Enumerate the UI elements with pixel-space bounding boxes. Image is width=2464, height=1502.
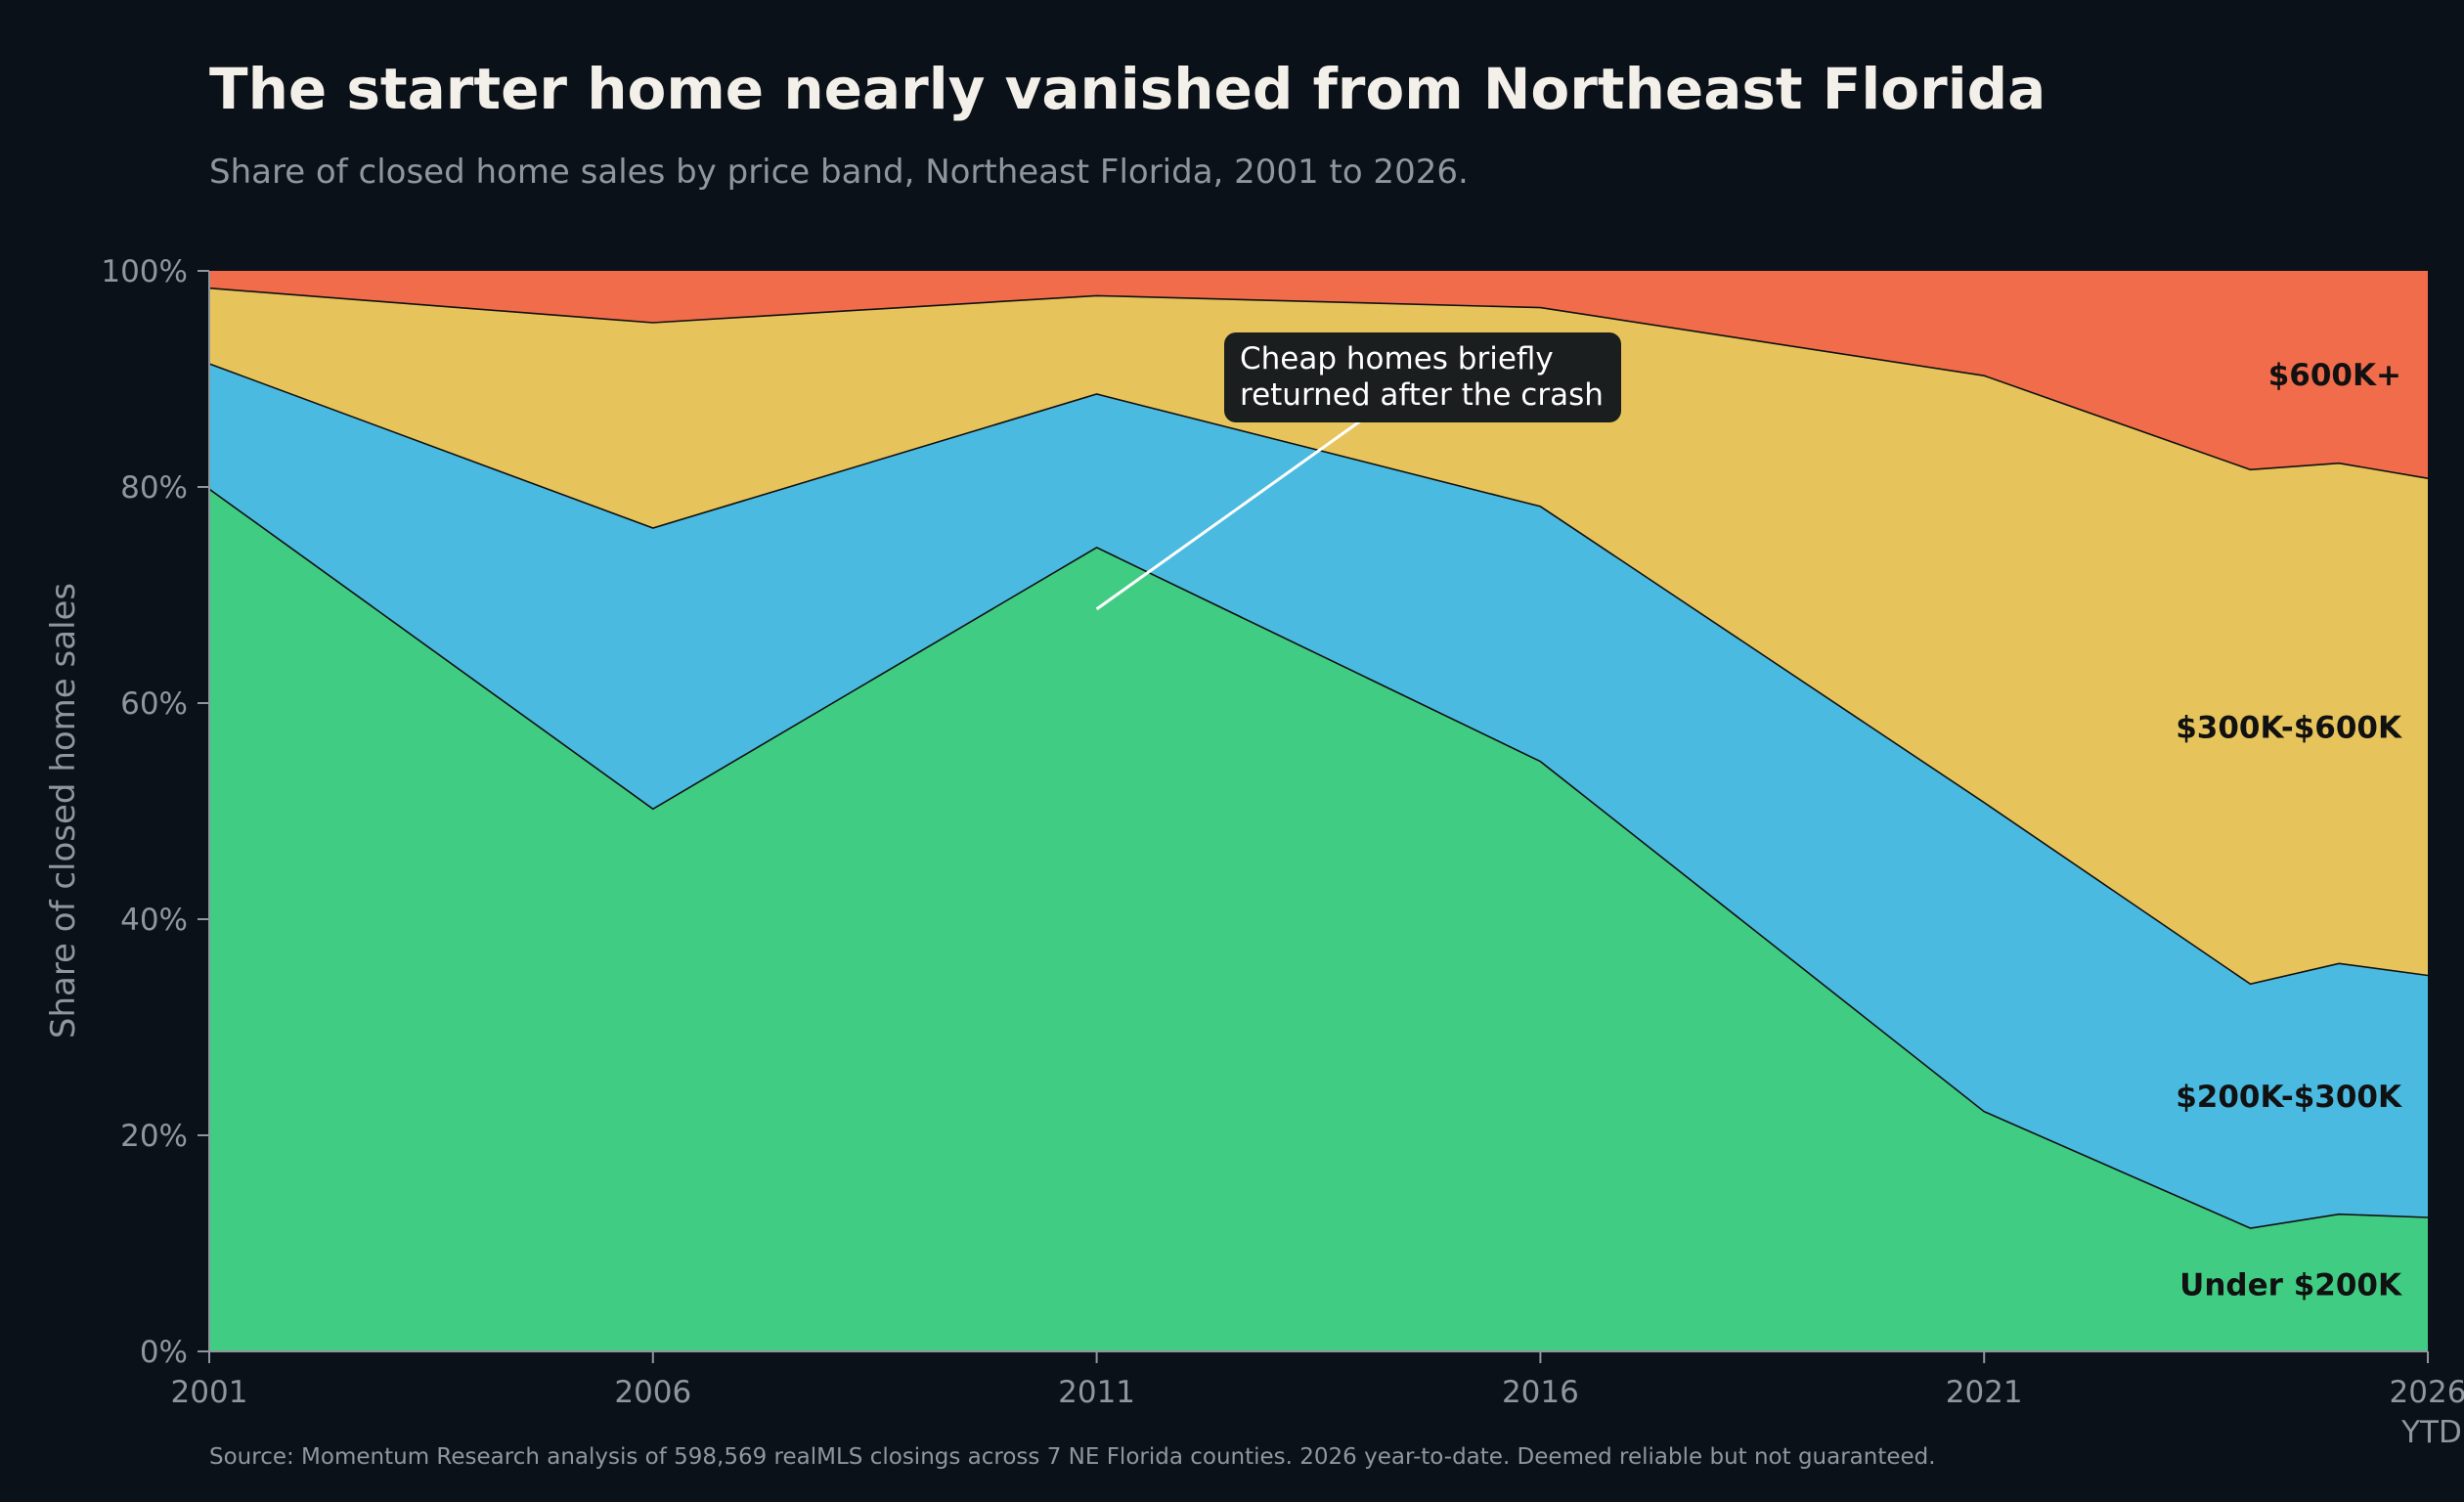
y-axis-label: Share of closed home sales	[44, 583, 83, 1038]
band-label-600k-plus: $600K+	[2268, 358, 2401, 393]
area-600k-plus	[209, 271, 2428, 479]
annotation-text-line: returned after the crash	[1240, 377, 1604, 413]
band-boundary-under-200k	[208, 488, 2429, 1229]
x-tick-label: 2011	[1058, 1375, 1135, 1410]
x-tick-sublabel: YTD	[2400, 1415, 2462, 1450]
x-tick-label: 2006	[614, 1375, 691, 1410]
y-tick-label: 60%	[120, 686, 188, 722]
y-tick-label: 100%	[101, 254, 188, 289]
y-tick-label: 40%	[120, 903, 188, 938]
x-tick-label: 2001	[171, 1375, 248, 1410]
annotation-box	[1224, 332, 1621, 422]
band-label-200k-300k: $200K-$300K	[2176, 1080, 2402, 1115]
annotation-leader-line	[1095, 419, 1362, 611]
area-layer	[208, 271, 2429, 1351]
chart-title: The starter home nearly vanished from No…	[209, 56, 2046, 122]
axes: 0% 20% 40% 60% 80% 100% 2001 2006 2011 2016 2021 20…	[101, 254, 2464, 1450]
area-200k-300k	[209, 364, 2428, 1228]
area-under-200k	[209, 489, 2428, 1351]
area-300k-600k	[209, 287, 2428, 985]
x-tick-label: 2021	[1946, 1375, 2023, 1410]
x-tick-label: 2026	[2390, 1375, 2464, 1410]
annotation-text-line: Cheap homes briefly	[1240, 341, 1554, 376]
y-tick-label: 80%	[120, 470, 188, 506]
chart-subtitle: Share of closed home sales by price band…	[209, 153, 1469, 192]
x-tick-label: 2016	[1502, 1375, 1579, 1410]
band-boundary-200k-300k	[208, 363, 2429, 986]
band-labels: Under $200K $200K-$300K $300K-$600K $600K+	[2176, 358, 2402, 1303]
band-boundary-300k-600k	[208, 287, 2429, 479]
band-label-under-200k: Under $200K	[2179, 1267, 2402, 1303]
band-label-300k-600k: $300K-$600K	[2176, 710, 2402, 745]
source-note: Source: Momentum Research analysis of 59…	[209, 1444, 1936, 1470]
y-tick-label: 20%	[120, 1119, 188, 1154]
y-tick-label: 0%	[140, 1335, 188, 1370]
